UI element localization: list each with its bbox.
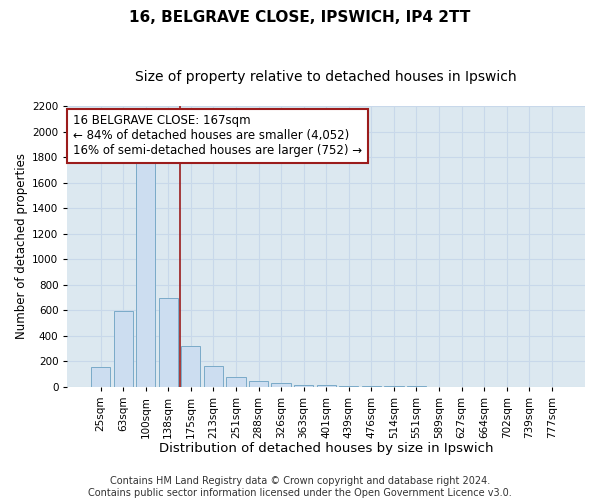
Bar: [226, 377, 245, 386]
Text: 16, BELGRAVE CLOSE, IPSWICH, IP4 2TT: 16, BELGRAVE CLOSE, IPSWICH, IP4 2TT: [130, 10, 470, 25]
X-axis label: Distribution of detached houses by size in Ipswich: Distribution of detached houses by size …: [159, 442, 493, 455]
Bar: [294, 385, 313, 386]
Title: Size of property relative to detached houses in Ipswich: Size of property relative to detached ho…: [136, 70, 517, 84]
Bar: [91, 367, 110, 386]
Bar: [181, 346, 200, 387]
Bar: [113, 312, 133, 386]
Bar: [136, 164, 155, 386]
Text: Contains HM Land Registry data © Crown copyright and database right 2024.
Contai: Contains HM Land Registry data © Crown c…: [88, 476, 512, 498]
Bar: [249, 381, 268, 386]
Text: 16 BELGRAVE CLOSE: 167sqm
← 84% of detached houses are smaller (4,052)
16% of se: 16 BELGRAVE CLOSE: 167sqm ← 84% of detac…: [73, 114, 362, 158]
Bar: [271, 384, 290, 386]
Y-axis label: Number of detached properties: Number of detached properties: [15, 154, 28, 340]
Bar: [158, 298, 178, 386]
Bar: [204, 366, 223, 386]
